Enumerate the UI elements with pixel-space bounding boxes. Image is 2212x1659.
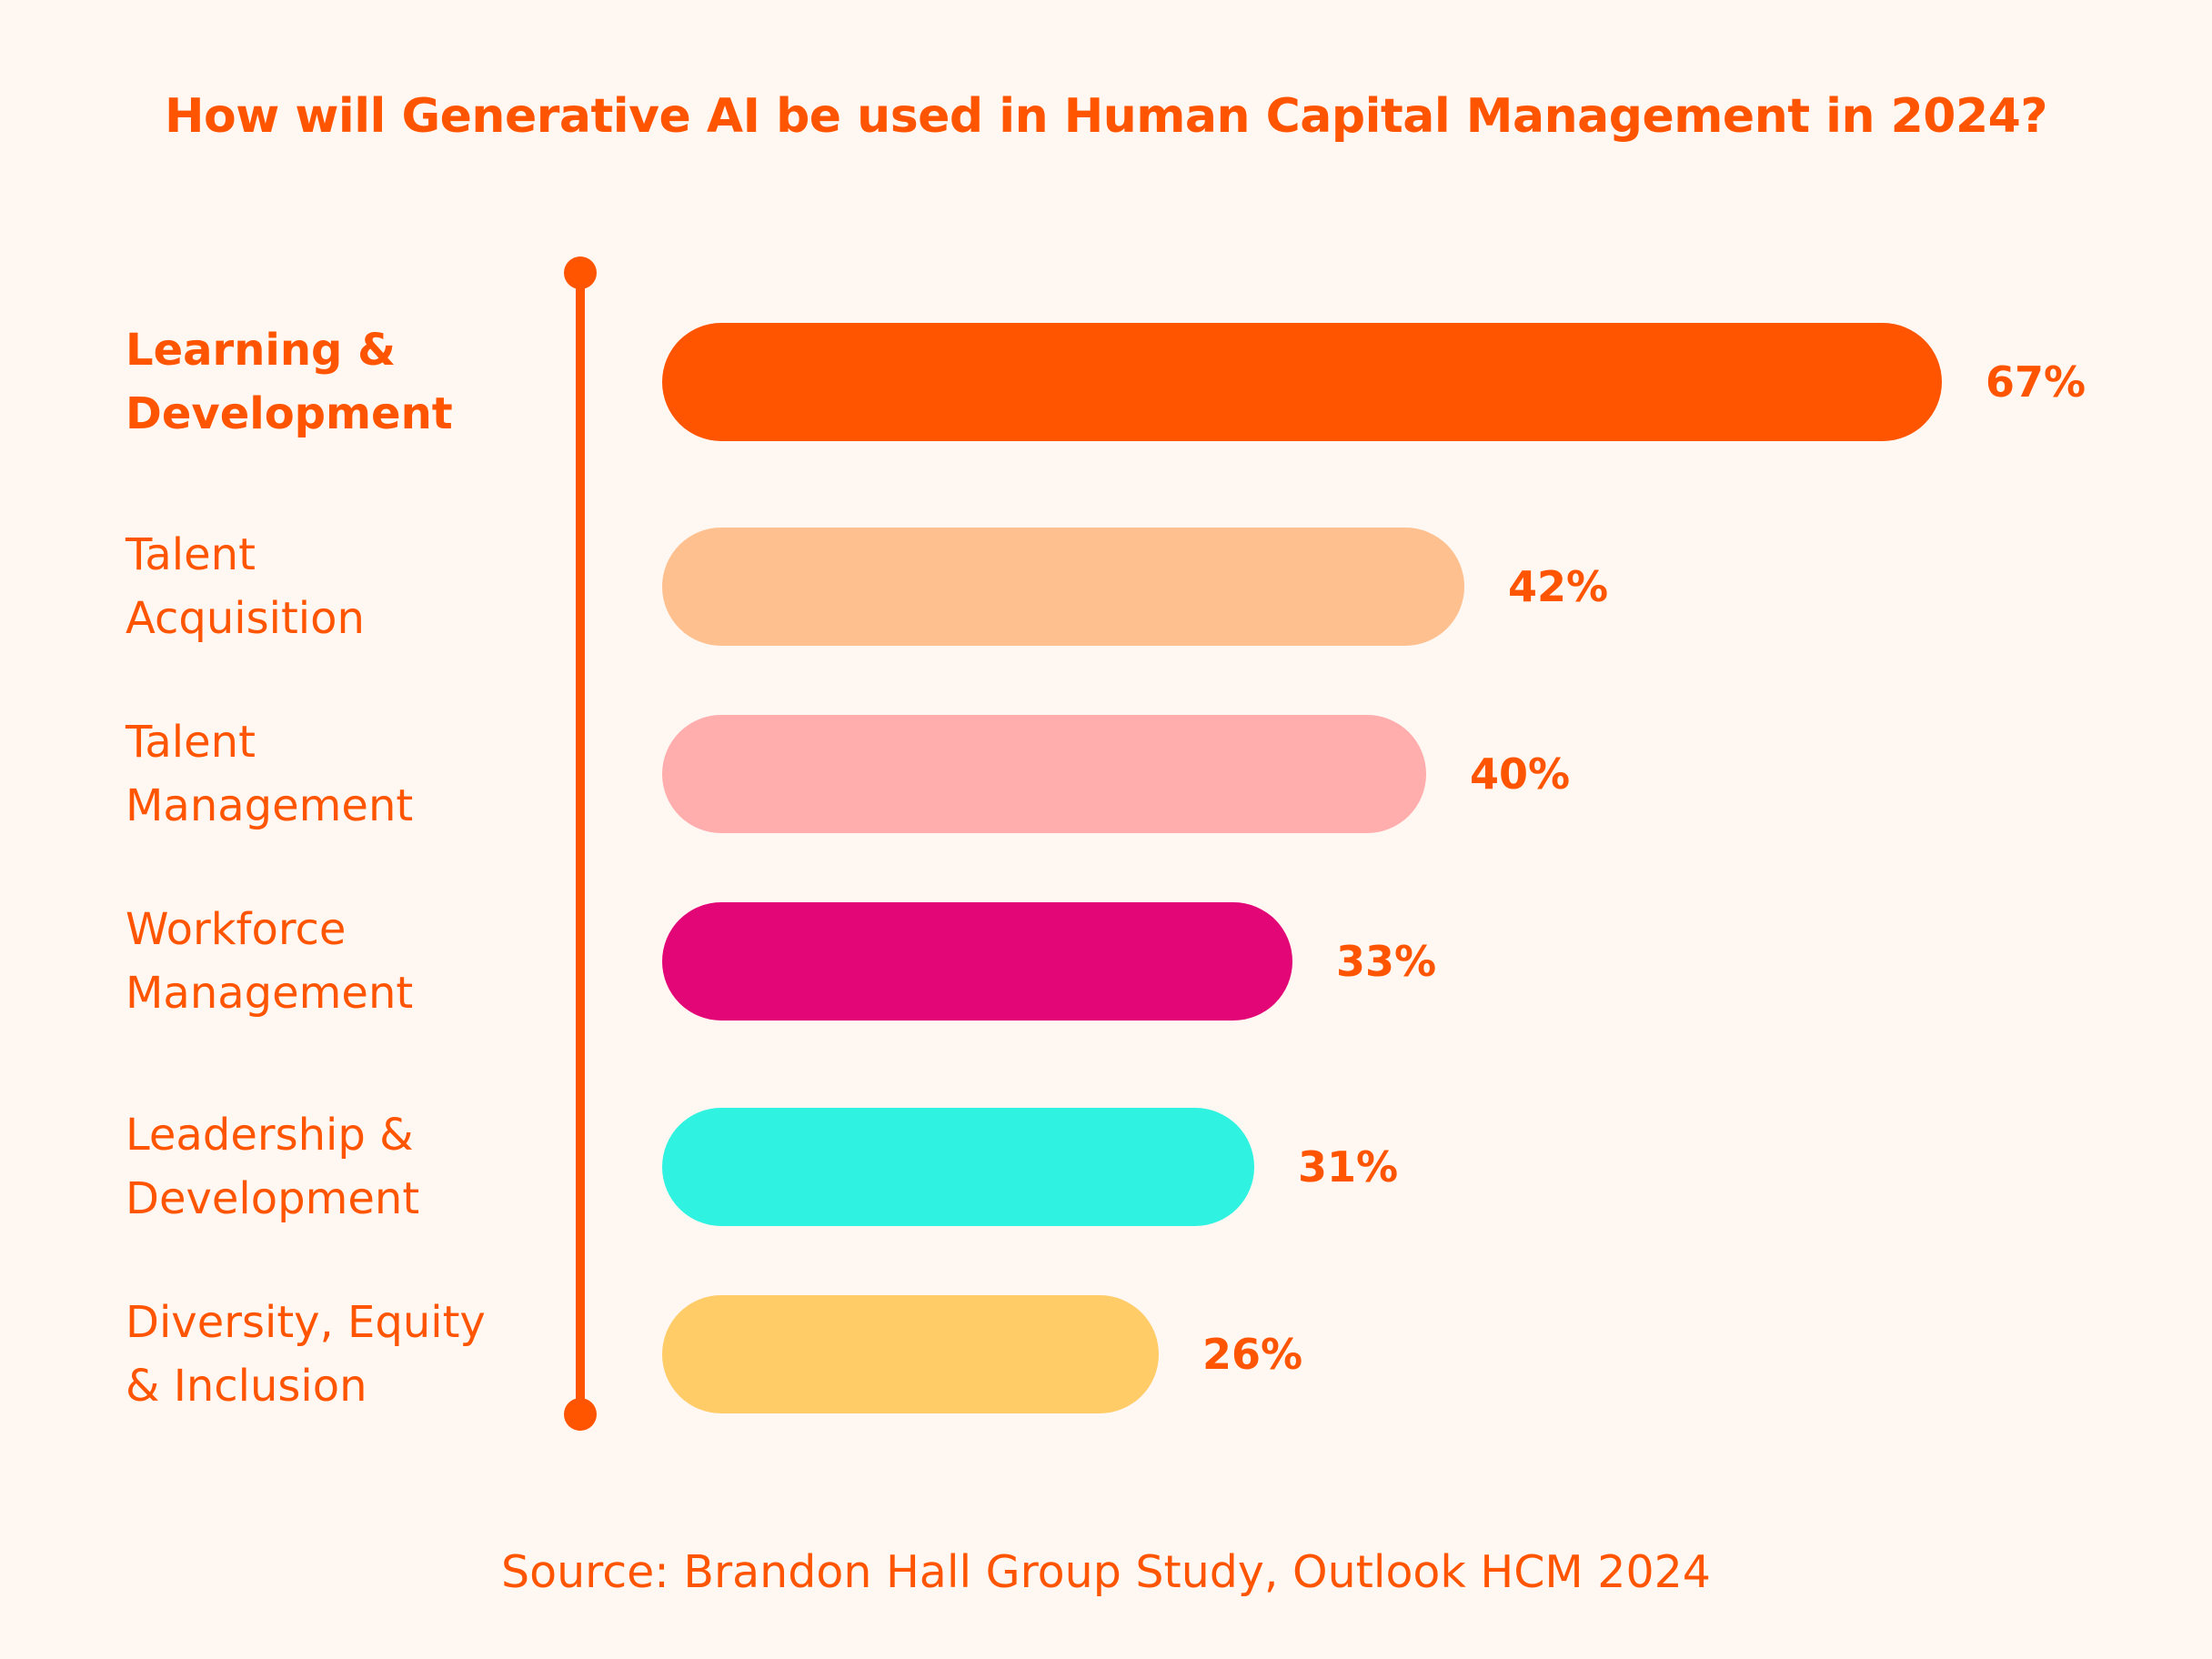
bar-5 — [662, 1295, 1159, 1413]
category-label-1-line-1: Acquisition — [126, 593, 365, 644]
category-label-3-line-0: Workforce — [126, 904, 346, 955]
bar-2 — [662, 715, 1426, 833]
category-label-5-line-1: & Inclusion — [126, 1361, 367, 1412]
chart-source: Source: Brandon Hall Group Study, Outloo… — [501, 1546, 1711, 1598]
value-label-4: 31% — [1298, 1142, 1398, 1191]
category-label-0-line-1: Development — [126, 388, 453, 439]
value-label-5: 26% — [1202, 1330, 1302, 1379]
category-label-2-line-0: Talent — [125, 717, 256, 768]
value-label-2: 40% — [1470, 749, 1570, 799]
bar-4 — [662, 1108, 1254, 1226]
bar-3 — [662, 902, 1292, 1021]
bar-1 — [662, 528, 1464, 646]
value-label-0: 67% — [1986, 357, 2086, 407]
category-label-4-line-1: Development — [126, 1173, 419, 1224]
category-label-1-line-0: Talent — [125, 529, 256, 580]
category-label-2-line-1: Management — [126, 780, 413, 831]
chart-title: How will Generative AI be used in Human … — [164, 89, 2048, 144]
category-label-3-line-1: Management — [126, 968, 413, 1019]
category-label-5-line-0: Diversity, Equity — [126, 1297, 486, 1348]
axis-endpoint-top — [564, 256, 597, 289]
bar-0 — [662, 323, 1942, 441]
axis-endpoint-bottom — [564, 1398, 597, 1431]
value-label-1: 42% — [1508, 562, 1608, 611]
category-label-0-line-0: Learning & — [126, 325, 396, 376]
value-label-3: 33% — [1336, 937, 1436, 986]
category-label-4-line-0: Leadership & — [126, 1110, 414, 1161]
